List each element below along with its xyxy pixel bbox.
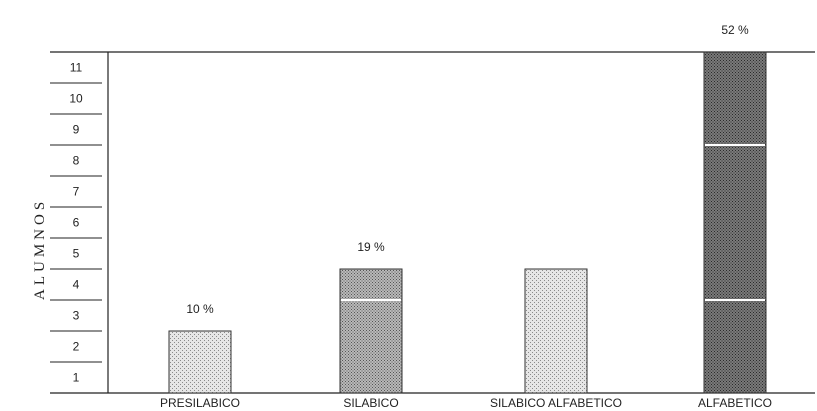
y-tick-label: 11 <box>70 61 83 75</box>
y-axis-title: ALUMNOS <box>32 198 48 300</box>
y-axis <box>50 51 815 394</box>
labels: 1 2 3 4 5 6 7 8 9 10 11 PRESILABICO SILABICO SILABICO… <box>69 23 772 410</box>
category-label: SILABICO ALFABETICO <box>490 396 622 410</box>
y-tick-label: 10 <box>69 92 83 106</box>
bars <box>168 51 767 394</box>
bar-silabico-alfabetico <box>524 268 588 394</box>
y-tick-label: 6 <box>73 216 80 230</box>
y-tick-label: 8 <box>73 154 80 168</box>
bar-silabico <box>339 268 403 394</box>
y-tick-label: 1 <box>73 371 80 385</box>
y-tick-label: 5 <box>73 247 80 261</box>
data-label: 19 % <box>357 240 385 254</box>
bar-presilabico <box>168 330 232 394</box>
y-tick-label: 4 <box>73 278 80 292</box>
data-label: 10 % <box>186 302 214 316</box>
y-tick-label: 2 <box>73 340 80 354</box>
bar-alfabetico <box>703 51 767 394</box>
y-tick-label: 9 <box>73 123 80 137</box>
y-tick-label: 3 <box>73 309 80 323</box>
category-label: ALFABETICO <box>698 396 772 410</box>
data-label: 52 % <box>721 23 749 37</box>
category-label: PRESILABICO <box>160 396 240 410</box>
category-label: SILABICO <box>343 396 398 410</box>
y-tick-label: 7 <box>73 185 80 199</box>
